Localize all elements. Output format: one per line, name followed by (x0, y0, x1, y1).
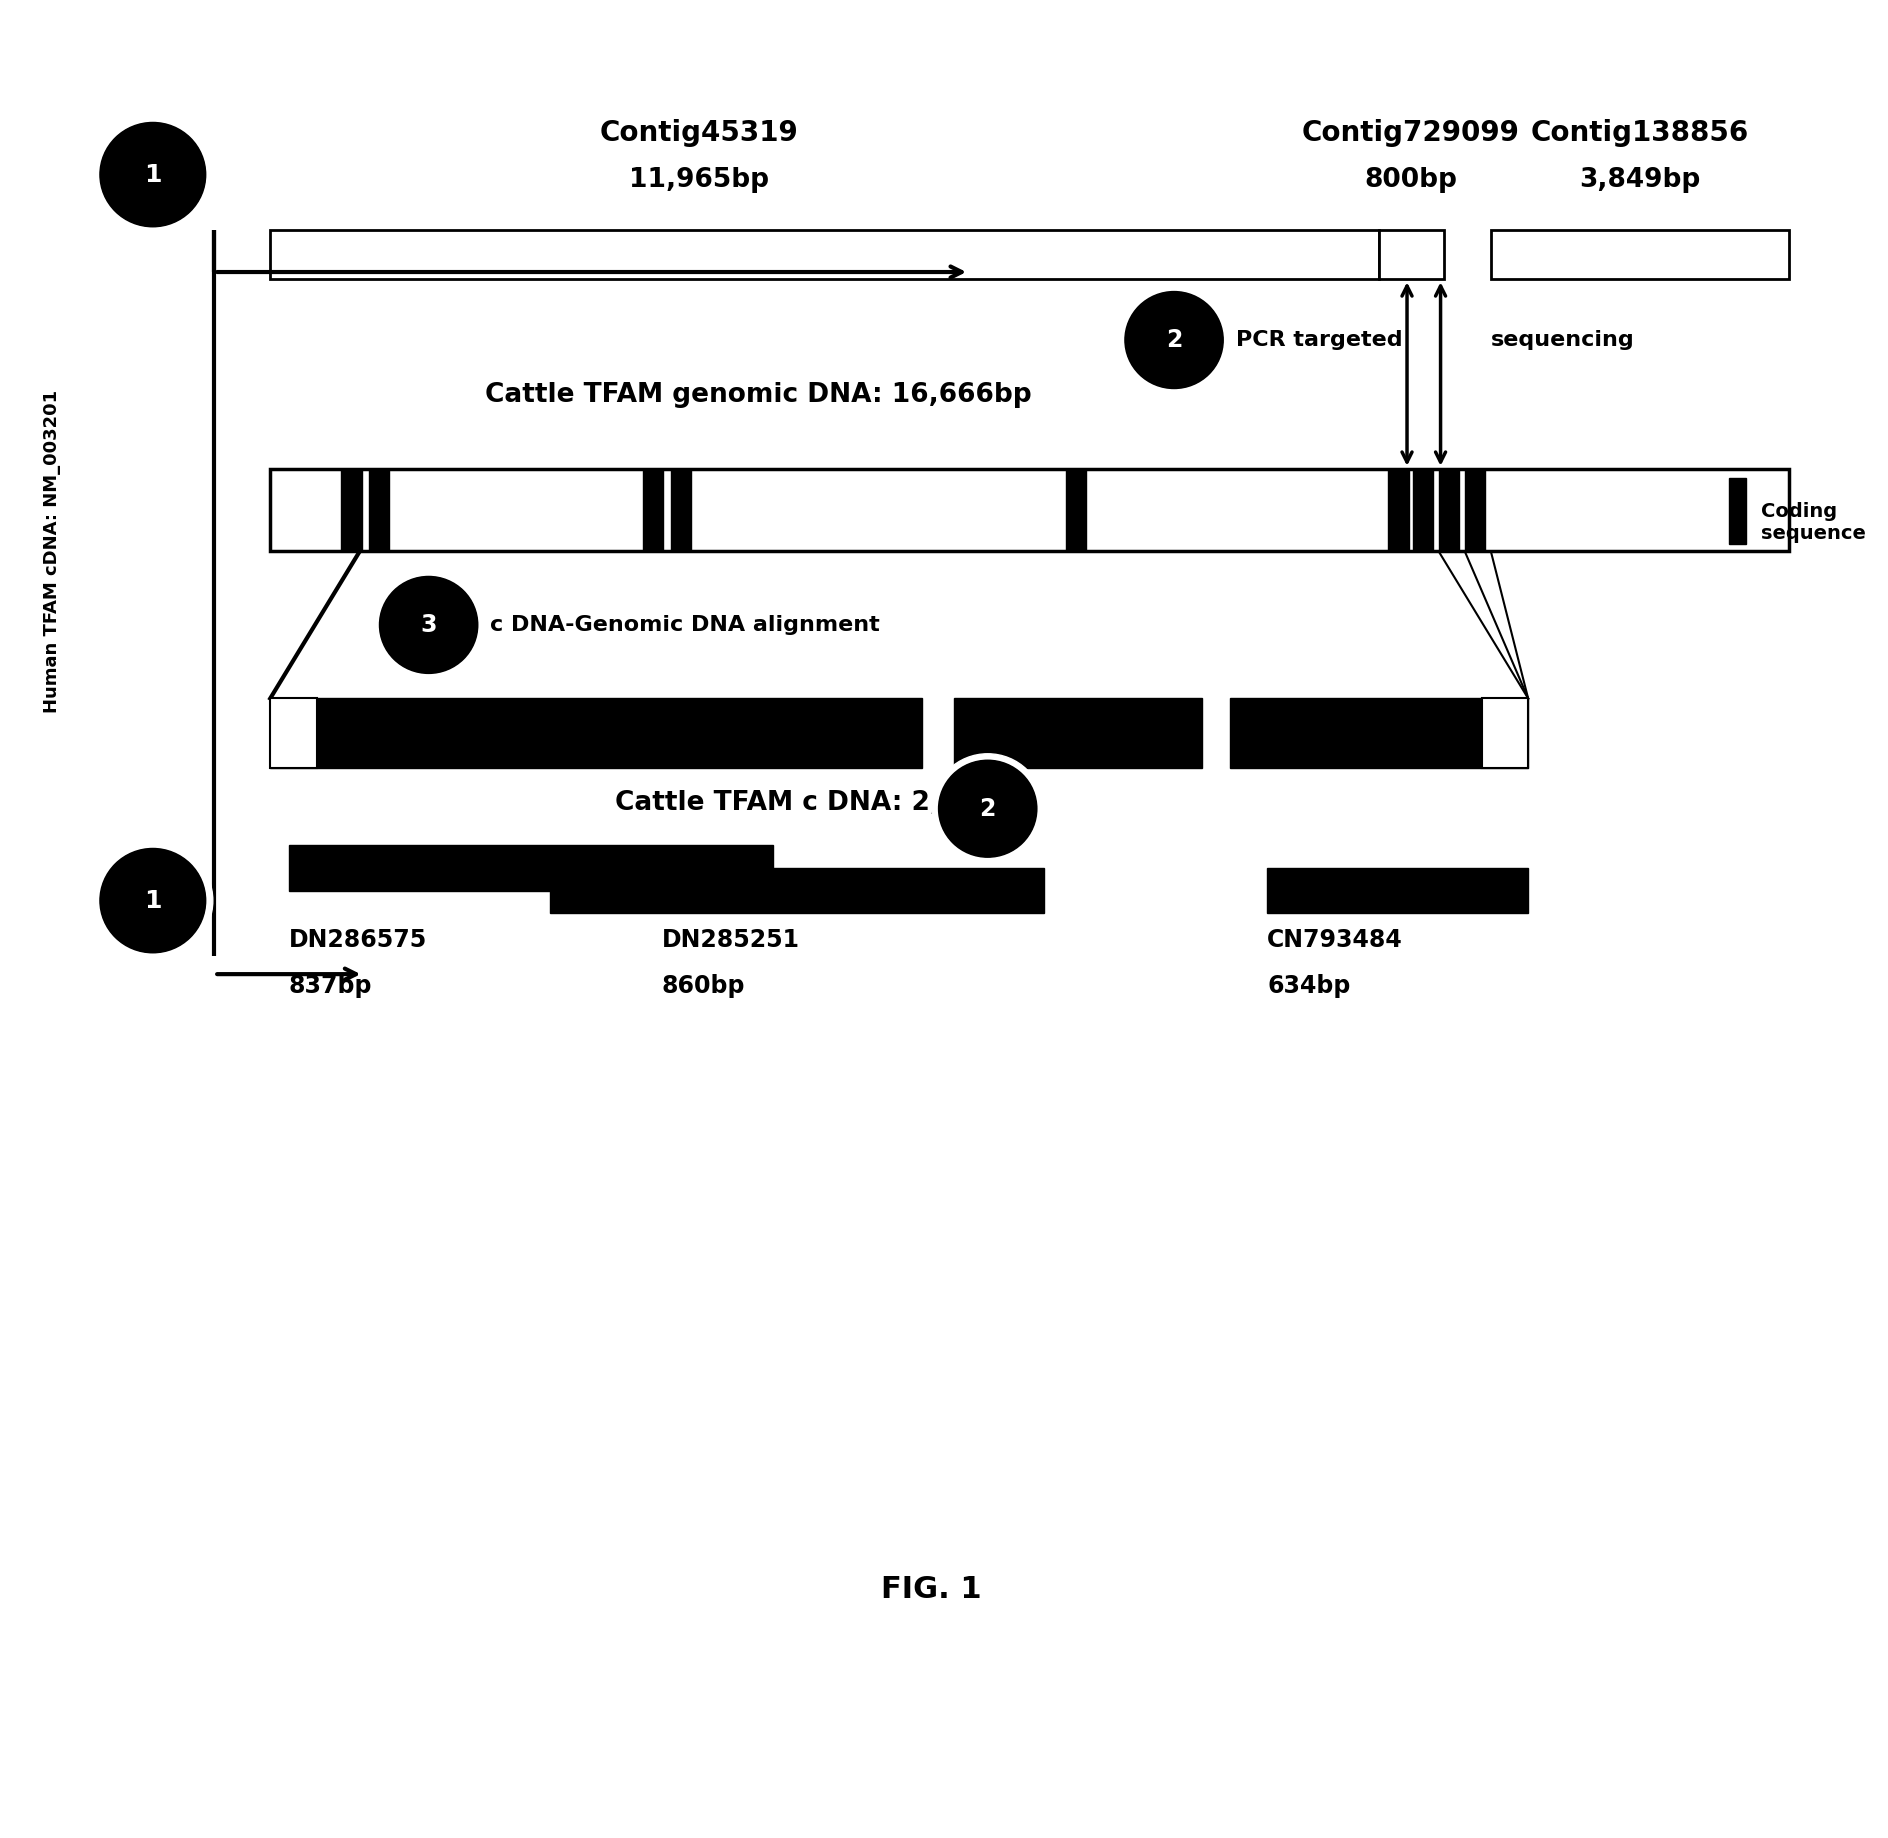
Circle shape (1125, 292, 1223, 388)
Text: Cattle TFAM genomic DNA: 16,666bp: Cattle TFAM genomic DNA: 16,666bp (485, 382, 1031, 408)
Text: FIG. 1: FIG. 1 (882, 1575, 982, 1605)
Bar (289, 845, 774, 891)
Bar (1492, 230, 1790, 279)
Bar (1439, 469, 1459, 551)
Text: Contig45319: Contig45319 (600, 119, 799, 147)
Text: 634bp: 634bp (1267, 974, 1350, 998)
Text: PCR targeted: PCR targeted (1235, 331, 1403, 349)
Text: sequencing: sequencing (1492, 331, 1635, 349)
Bar (1378, 230, 1444, 279)
Circle shape (93, 842, 213, 959)
Text: Human TFAM cDNA: NM_003201: Human TFAM cDNA: NM_003201 (43, 390, 60, 713)
Bar (368, 469, 389, 551)
Text: 2: 2 (1167, 327, 1182, 353)
Bar (549, 868, 1044, 913)
Circle shape (93, 116, 213, 233)
Text: Cattle TFAM c DNA: 2,259bp: Cattle TFAM c DNA: 2,259bp (615, 790, 1033, 816)
Text: 837bp: 837bp (289, 974, 372, 998)
Bar (1229, 698, 1527, 768)
Bar (1729, 478, 1746, 544)
Text: 800bp: 800bp (1365, 167, 1458, 193)
Text: 860bp: 860bp (661, 974, 746, 998)
Text: 11,965bp: 11,965bp (629, 167, 768, 193)
Bar (1482, 698, 1527, 768)
Bar (270, 469, 1790, 551)
Text: Contig729099: Contig729099 (1303, 119, 1520, 147)
Circle shape (374, 570, 485, 680)
Text: 2: 2 (980, 796, 995, 822)
Text: Contig138856: Contig138856 (1531, 119, 1748, 147)
Bar (270, 698, 317, 768)
Circle shape (379, 577, 478, 673)
Bar (1412, 469, 1433, 551)
Circle shape (933, 754, 1044, 864)
Circle shape (1118, 285, 1229, 395)
Bar (270, 698, 923, 768)
Bar (342, 469, 361, 551)
Text: CN793484: CN793484 (1267, 928, 1403, 952)
Circle shape (100, 849, 206, 952)
Bar (270, 230, 1378, 279)
Bar (953, 698, 1203, 768)
Text: DN285251: DN285251 (661, 928, 801, 952)
Bar (1465, 469, 1486, 551)
Bar (1388, 469, 1408, 551)
Bar (1067, 469, 1086, 551)
Text: DN286575: DN286575 (289, 928, 427, 952)
Circle shape (938, 761, 1037, 857)
Text: 3: 3 (421, 612, 436, 638)
Text: c DNA-Genomic DNA alignment: c DNA-Genomic DNA alignment (491, 616, 880, 634)
Bar (1267, 868, 1527, 913)
Text: 3,849bp: 3,849bp (1580, 167, 1701, 193)
Bar (644, 469, 663, 551)
Circle shape (100, 123, 206, 226)
Text: Coding
sequence: Coding sequence (1762, 502, 1865, 542)
Text: 1: 1 (143, 162, 162, 187)
Bar (670, 469, 691, 551)
Text: 1: 1 (143, 888, 162, 913)
